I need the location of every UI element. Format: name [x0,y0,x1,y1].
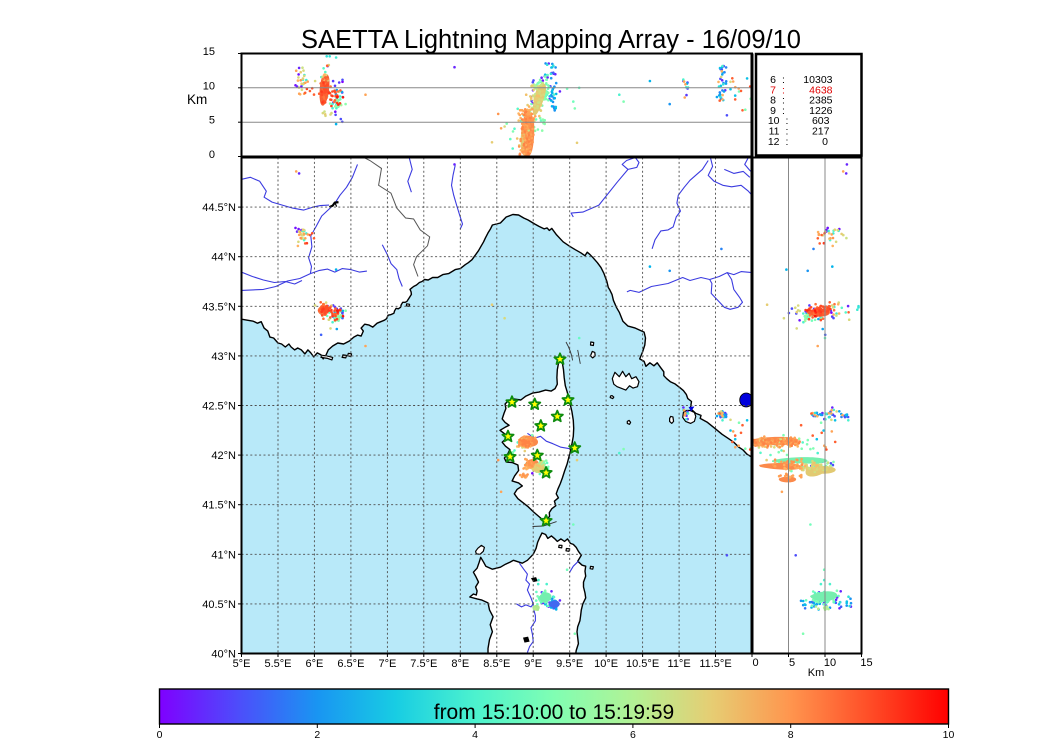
svg-text:10.5°E: 10.5°E [626,658,659,670]
svg-text:43°N: 43°N [211,351,236,363]
svg-text::: : [786,115,789,127]
svg-text:40°N: 40°N [211,649,236,661]
svg-text:2: 2 [314,729,320,741]
svg-text:603: 603 [812,115,830,127]
svg-text:7°E: 7°E [378,658,396,670]
svg-text:40.5°N: 40.5°N [202,599,236,611]
svg-text:10303: 10303 [803,74,832,86]
svg-text:4: 4 [472,729,478,741]
svg-text:6.5°E: 6.5°E [337,658,364,670]
svg-text:0: 0 [822,136,828,148]
svg-text:15: 15 [860,657,872,669]
svg-text:0: 0 [752,657,758,669]
svg-text:SAETTA Lightning Mapping Array: SAETTA Lightning Mapping Array - 16/09/1… [301,26,801,54]
svg-text:43.5°N: 43.5°N [202,301,236,313]
svg-text:8: 8 [788,729,794,741]
svg-text:5: 5 [209,115,215,127]
svg-text:41°N: 41°N [211,549,236,561]
svg-text:Km: Km [187,92,207,107]
svg-text::: : [782,105,785,117]
svg-text:9: 9 [770,105,776,117]
svg-text:5°E: 5°E [233,658,251,670]
svg-text::: : [782,84,785,96]
svg-text:7.5°E: 7.5°E [410,658,437,670]
svg-text:42°N: 42°N [211,450,236,462]
svg-text:0: 0 [209,149,215,161]
svg-text:1226: 1226 [809,105,833,117]
svg-text:11°E: 11°E [668,658,691,670]
svg-text:from 15:10:00 to 15:19:59: from 15:10:00 to 15:19:59 [434,701,675,724]
svg-text:8: 8 [770,95,776,107]
svg-text:10°E: 10°E [594,658,618,670]
svg-text:9°E: 9°E [524,658,542,670]
svg-text:10: 10 [768,115,780,127]
svg-text:42.5°N: 42.5°N [202,401,236,413]
svg-text:12: 12 [768,136,780,148]
svg-text:44°N: 44°N [211,252,236,264]
svg-text:41.5°N: 41.5°N [202,500,236,512]
svg-text:217: 217 [812,126,830,138]
svg-text:6°E: 6°E [305,658,323,670]
svg-text::: : [782,74,785,86]
svg-text:6: 6 [770,74,776,86]
svg-text:11: 11 [769,126,780,138]
svg-text:10: 10 [943,729,955,741]
svg-text:Km: Km [808,667,825,679]
svg-text:10: 10 [824,657,836,669]
svg-text:6: 6 [630,729,636,741]
svg-text:9.5°E: 9.5°E [556,658,583,670]
svg-text:15: 15 [203,46,215,58]
svg-text:4638: 4638 [809,84,833,96]
svg-text:5: 5 [789,657,795,669]
svg-text:8.5°E: 8.5°E [483,658,510,670]
svg-text:44.5°N: 44.5°N [202,202,236,214]
svg-text:0: 0 [157,729,163,741]
svg-text:10: 10 [203,80,215,92]
svg-text:5.5°E: 5.5°E [264,658,291,670]
svg-text:7: 7 [770,84,776,96]
svg-text::: : [786,126,789,138]
svg-text::: : [782,95,785,107]
svg-text::: : [786,136,789,148]
svg-text:2385: 2385 [809,95,833,107]
svg-text:11.5°E: 11.5°E [699,658,731,670]
svg-text:8°E: 8°E [451,658,469,670]
